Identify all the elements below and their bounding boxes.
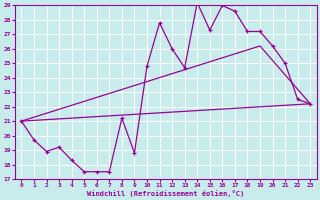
X-axis label: Windchill (Refroidissement éolien,°C): Windchill (Refroidissement éolien,°C) [87, 190, 244, 197]
